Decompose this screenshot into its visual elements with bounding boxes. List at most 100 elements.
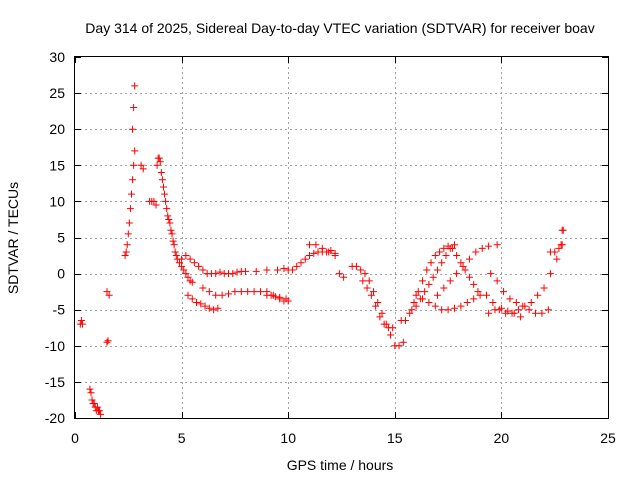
data-point bbox=[274, 266, 282, 274]
data-point bbox=[288, 266, 296, 274]
data-point bbox=[157, 169, 165, 177]
y-tick-labels: -20 -15 -10 -5 0 5 10 15 20 25 30 bbox=[45, 49, 65, 426]
y-tick-label: -5 bbox=[53, 302, 66, 318]
data-point bbox=[506, 295, 514, 303]
data-point bbox=[197, 300, 205, 308]
data-point bbox=[374, 298, 382, 306]
data-point bbox=[166, 219, 174, 227]
data-point bbox=[161, 190, 169, 198]
data-point bbox=[558, 241, 566, 249]
data-point bbox=[401, 317, 409, 325]
data-point bbox=[555, 244, 563, 252]
data-point bbox=[425, 280, 433, 288]
data-point bbox=[129, 125, 137, 133]
data-point bbox=[461, 266, 469, 274]
data-point bbox=[153, 161, 161, 169]
data-point bbox=[130, 104, 138, 112]
data-point bbox=[218, 291, 226, 299]
data-point bbox=[497, 304, 505, 312]
data-point bbox=[487, 270, 495, 278]
data-point bbox=[170, 241, 178, 249]
data-point bbox=[453, 252, 461, 260]
data-point bbox=[470, 295, 478, 303]
data-point bbox=[152, 201, 160, 209]
data-point bbox=[433, 291, 441, 299]
data-point bbox=[178, 255, 186, 263]
data-point bbox=[359, 277, 367, 285]
data-point bbox=[125, 219, 133, 227]
data-point bbox=[438, 259, 446, 267]
data-point bbox=[406, 309, 414, 317]
data-point bbox=[325, 248, 333, 256]
x-tick-label: 15 bbox=[387, 430, 403, 446]
data-point bbox=[169, 237, 177, 245]
data-point bbox=[491, 306, 499, 314]
data-point bbox=[244, 288, 252, 296]
data-point bbox=[175, 259, 183, 267]
data-point bbox=[193, 298, 201, 306]
data-point bbox=[271, 293, 279, 301]
data-point bbox=[472, 248, 480, 256]
data-point bbox=[478, 244, 486, 252]
data-point bbox=[210, 306, 218, 314]
data-point bbox=[280, 265, 288, 273]
data-point bbox=[500, 288, 508, 296]
data-point bbox=[423, 266, 431, 274]
data-point bbox=[139, 165, 147, 173]
data-point bbox=[93, 403, 101, 411]
data-point bbox=[131, 82, 139, 90]
data-point bbox=[252, 267, 260, 275]
data-point bbox=[412, 291, 420, 299]
data-point bbox=[459, 262, 467, 270]
data-point bbox=[178, 262, 186, 270]
data-point bbox=[276, 295, 284, 303]
data-point bbox=[440, 244, 448, 252]
data-point bbox=[162, 197, 170, 205]
data-point bbox=[216, 268, 224, 276]
y-tick-label: 10 bbox=[49, 193, 65, 209]
data-point bbox=[331, 252, 339, 260]
data-point bbox=[372, 302, 380, 310]
data-point bbox=[431, 302, 439, 310]
data-point bbox=[352, 262, 360, 270]
y-tick-label: 15 bbox=[49, 157, 65, 173]
data-point bbox=[168, 230, 176, 238]
data-point bbox=[190, 259, 198, 267]
data-point bbox=[159, 183, 167, 191]
x-tick-label: 20 bbox=[494, 430, 510, 446]
data-point bbox=[105, 291, 113, 299]
data-point bbox=[242, 267, 250, 275]
data-point bbox=[470, 280, 478, 288]
data-point bbox=[163, 205, 171, 213]
data-point bbox=[318, 244, 326, 252]
data-point bbox=[476, 291, 484, 299]
data-point bbox=[414, 288, 422, 296]
data-point bbox=[493, 241, 501, 249]
data-point bbox=[293, 262, 301, 270]
data-point bbox=[387, 331, 395, 339]
data-point bbox=[126, 205, 134, 213]
data-points bbox=[76, 82, 567, 418]
y-tick-label: -10 bbox=[45, 338, 65, 354]
data-point bbox=[233, 268, 241, 276]
data-point bbox=[485, 309, 493, 317]
data-point bbox=[256, 288, 264, 296]
data-point bbox=[87, 389, 95, 397]
data-point bbox=[172, 252, 180, 260]
y-tick-label: -15 bbox=[45, 374, 65, 390]
data-point bbox=[421, 288, 429, 296]
data-point bbox=[485, 242, 493, 250]
data-point bbox=[188, 295, 196, 303]
data-point bbox=[335, 270, 343, 278]
data-point bbox=[544, 306, 552, 314]
data-point bbox=[158, 176, 166, 184]
data-point bbox=[551, 248, 559, 256]
data-point bbox=[540, 284, 548, 292]
data-point bbox=[130, 161, 138, 169]
data-point bbox=[389, 324, 397, 332]
data-point bbox=[482, 291, 490, 299]
x-tick-label: 0 bbox=[71, 430, 79, 446]
data-point bbox=[184, 273, 192, 281]
data-point bbox=[436, 248, 444, 256]
